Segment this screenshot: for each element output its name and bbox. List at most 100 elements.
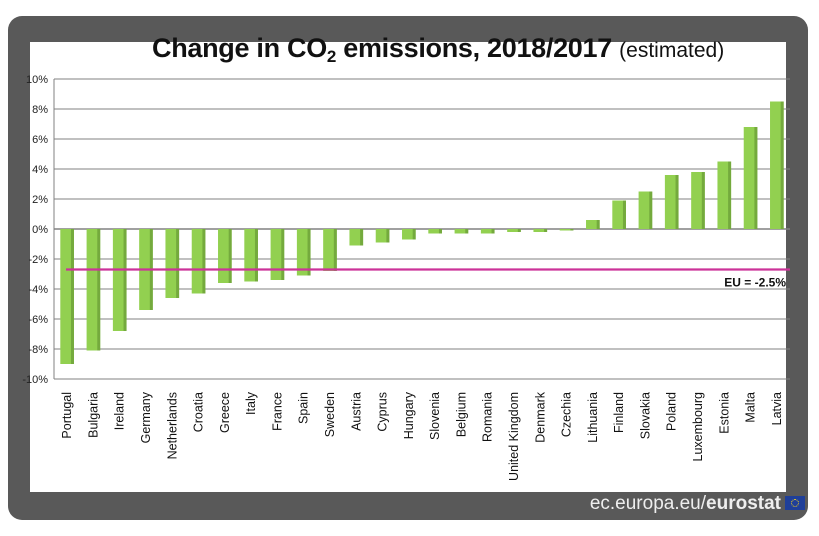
- source-credit[interactable]: ec.europa.eu/eurostat: [590, 492, 805, 516]
- x-tick-label: Sweden: [323, 392, 337, 437]
- y-axis-ticks: -10% -8% -6% -4% -2% 0% 2% 4% 6% 8% 10%: [22, 74, 48, 386]
- x-tick-label: Bulgaria: [86, 392, 100, 438]
- bar-shade: [491, 229, 495, 234]
- bar-shade: [728, 161, 732, 229]
- bar: [533, 229, 548, 232]
- x-axis-labels: Portugal Bulgaria Ireland Germany Netherland…: [60, 391, 784, 481]
- x-tick-label: Croatia: [192, 392, 206, 432]
- x-tick-label: Czechia: [560, 392, 574, 437]
- source-brand: eurostat: [706, 493, 781, 514]
- x-tick-label: Cyprus: [376, 392, 390, 432]
- bar-shade: [176, 229, 180, 298]
- bar: [349, 229, 364, 246]
- y-tick-label: -6%: [28, 314, 48, 326]
- bar-shade: [333, 229, 337, 271]
- bar-shade: [596, 220, 600, 229]
- x-tick-label: Slovakia: [638, 392, 652, 439]
- x-tick-label: Austria: [349, 392, 363, 431]
- bar-shade: [123, 229, 127, 331]
- x-tick-label: Hungary: [402, 391, 416, 439]
- bar: [323, 229, 337, 271]
- bar: [638, 191, 653, 229]
- bar: [507, 229, 521, 232]
- bar: [270, 229, 285, 280]
- bar: [664, 175, 679, 229]
- bar: [191, 229, 206, 294]
- bar: [743, 127, 758, 229]
- y-tick-label: -10%: [22, 374, 48, 386]
- x-tick-label: Poland: [665, 392, 679, 431]
- bar-shade: [649, 191, 653, 229]
- x-tick-label: Latvia: [770, 392, 784, 425]
- bar-shade: [465, 229, 469, 234]
- y-tick-label: 10%: [26, 74, 48, 86]
- y-tick-label: 0%: [32, 224, 48, 236]
- y-tick-label: 2%: [32, 194, 48, 206]
- bar-shade: [544, 229, 548, 232]
- bar: [770, 101, 784, 229]
- title-subscript: 2: [326, 47, 337, 66]
- bar: [402, 229, 416, 240]
- x-tick-label: Lithuania: [586, 392, 600, 443]
- y-tick-label: 8%: [32, 104, 48, 116]
- plot-panel: [30, 42, 786, 492]
- bar-shade: [228, 229, 232, 283]
- x-tick-label: Germany: [139, 391, 153, 443]
- bar: [244, 229, 258, 282]
- bar-shade: [307, 229, 311, 276]
- bar: [559, 229, 574, 231]
- title-suffix: emissions, 2018/2017: [336, 33, 612, 63]
- bar-shade: [780, 101, 784, 229]
- bar-shade: [254, 229, 258, 282]
- x-tick-label: Spain: [297, 392, 311, 424]
- bar-shade: [517, 229, 521, 232]
- bar: [165, 229, 180, 298]
- x-tick-label: Belgium: [454, 392, 468, 437]
- y-tick-label: -4%: [28, 284, 48, 296]
- eu-flag-icon: [785, 496, 805, 510]
- x-tick-label: Netherlands: [165, 392, 179, 459]
- y-tick-label: 6%: [32, 134, 48, 146]
- bar-shade: [97, 229, 101, 351]
- bar-shade: [622, 200, 626, 229]
- title-prefix: Change in CO: [152, 33, 327, 63]
- source-prefix: ec.europa.eu/: [589, 493, 707, 514]
- bar-shade: [438, 229, 442, 234]
- x-tick-label: Romania: [481, 392, 495, 442]
- bar: [428, 229, 442, 234]
- bar: [717, 161, 732, 229]
- y-tick-label: 4%: [32, 164, 48, 176]
- x-tick-label: Estonia: [717, 392, 731, 434]
- bar: [480, 229, 495, 234]
- eu-average-label: EU = -2.5%: [724, 276, 786, 290]
- bar-shade: [70, 229, 74, 364]
- bar-shade: [386, 229, 390, 243]
- bar-shade: [754, 127, 758, 229]
- x-tick-label: Slovenia: [428, 392, 442, 440]
- bar-shade: [570, 229, 574, 231]
- x-tick-label: Luxembourg: [691, 392, 705, 462]
- x-tick-label: Malta: [744, 392, 758, 423]
- eu-reference: EU = -2.5%: [66, 268, 790, 290]
- bar: [296, 229, 311, 276]
- bar: [375, 229, 390, 243]
- y-tick-label: -8%: [28, 344, 48, 356]
- bar-shade: [675, 175, 679, 229]
- bar-shade: [202, 229, 206, 294]
- bar-shade: [412, 229, 416, 240]
- bar: [586, 220, 600, 229]
- bar-shade: [701, 172, 705, 229]
- x-tick-label: Italy: [244, 391, 258, 415]
- x-tick-label: Denmark: [533, 391, 547, 442]
- bar-shade: [360, 229, 364, 246]
- bar: [691, 172, 705, 229]
- x-tick-label: Finland: [612, 392, 626, 433]
- x-tick-label: France: [270, 392, 284, 431]
- title-estimated: (estimated): [619, 39, 725, 62]
- bar: [612, 200, 626, 229]
- x-tick-label: Ireland: [113, 392, 127, 430]
- chart-title: Change in CO2 emissions, 2018/2017 (esti…: [152, 30, 792, 66]
- y-tick-label: -2%: [28, 254, 48, 266]
- x-tick-label: United Kingdom: [507, 392, 521, 481]
